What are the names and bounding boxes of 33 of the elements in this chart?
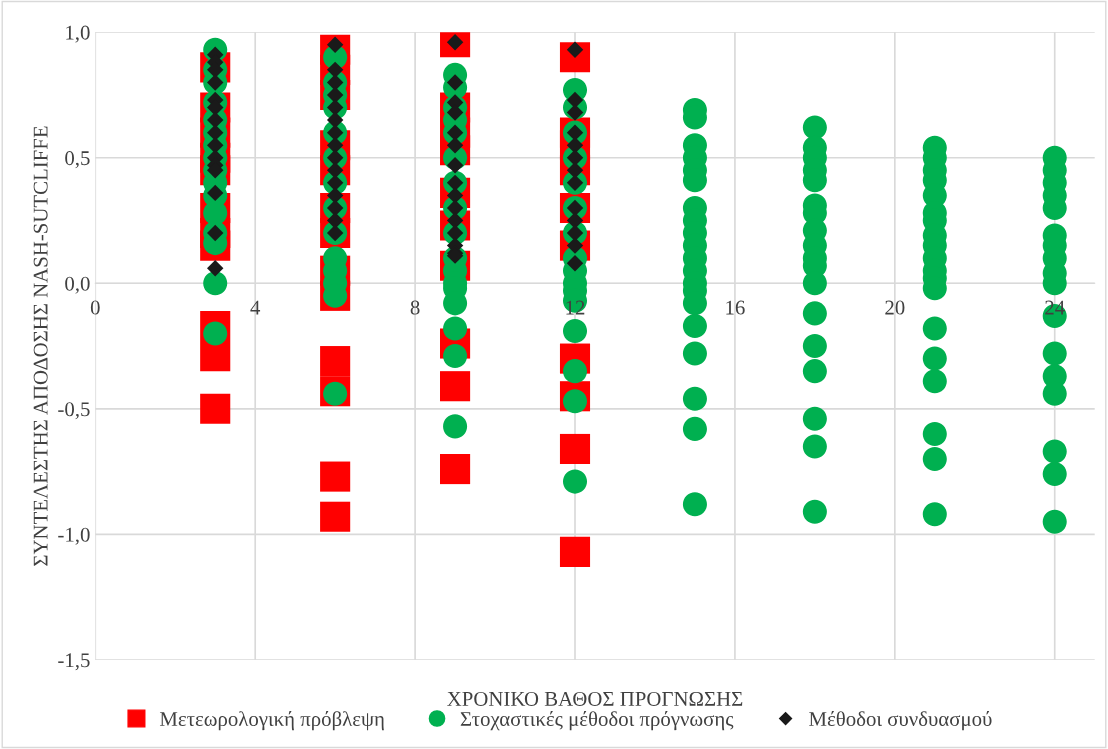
point (326, 111, 344, 129)
point (320, 461, 351, 492)
point (207, 259, 224, 277)
y-axis-title: ΣΥΝΤΕΛΕΣΤΗΣ ΑΠΟΔΟΣΗΣ NASH-SUTCLIFFE (33, 126, 48, 566)
x-tick-label: 8 (410, 300, 420, 315)
point (440, 454, 471, 485)
y-tick-label: -1,5 (58, 653, 90, 671)
point (207, 184, 224, 202)
point (440, 371, 471, 402)
x-tick-label: 16 (726, 300, 745, 315)
x-tick-label: 0 (90, 300, 100, 315)
point (559, 536, 591, 567)
legend-label: Μέθοδοι συνδυασμού (809, 711, 992, 731)
point (566, 254, 584, 272)
point (320, 346, 351, 377)
point (207, 111, 224, 129)
x-tick-label: 4 (250, 300, 261, 315)
y-tick-label: 0,5 (65, 151, 90, 169)
y-tick-label: -1,0 (58, 527, 90, 545)
y-tick-label: 0,0 (65, 276, 90, 294)
point (326, 99, 344, 116)
point (559, 433, 591, 465)
y-tick-label: 1,0 (66, 25, 90, 43)
point (200, 393, 231, 424)
x-tick-label: 12 (566, 300, 585, 315)
x-axis-title: ΧΡΟΝΙΚΟ ΒΑΘΟΣ ΠΡΟΓΝΩΣΗΣ (447, 691, 743, 706)
legend-label: Μετεωρολογική πρόβλεψη (159, 711, 384, 731)
point (320, 501, 351, 532)
point (446, 74, 464, 91)
x-tick-label: 20 (885, 300, 905, 315)
y-tick-label: -0,5 (58, 402, 90, 420)
point (200, 341, 231, 372)
legend-label: Στοχαστικές μέθοδοι πρόγνωσης (460, 711, 734, 731)
